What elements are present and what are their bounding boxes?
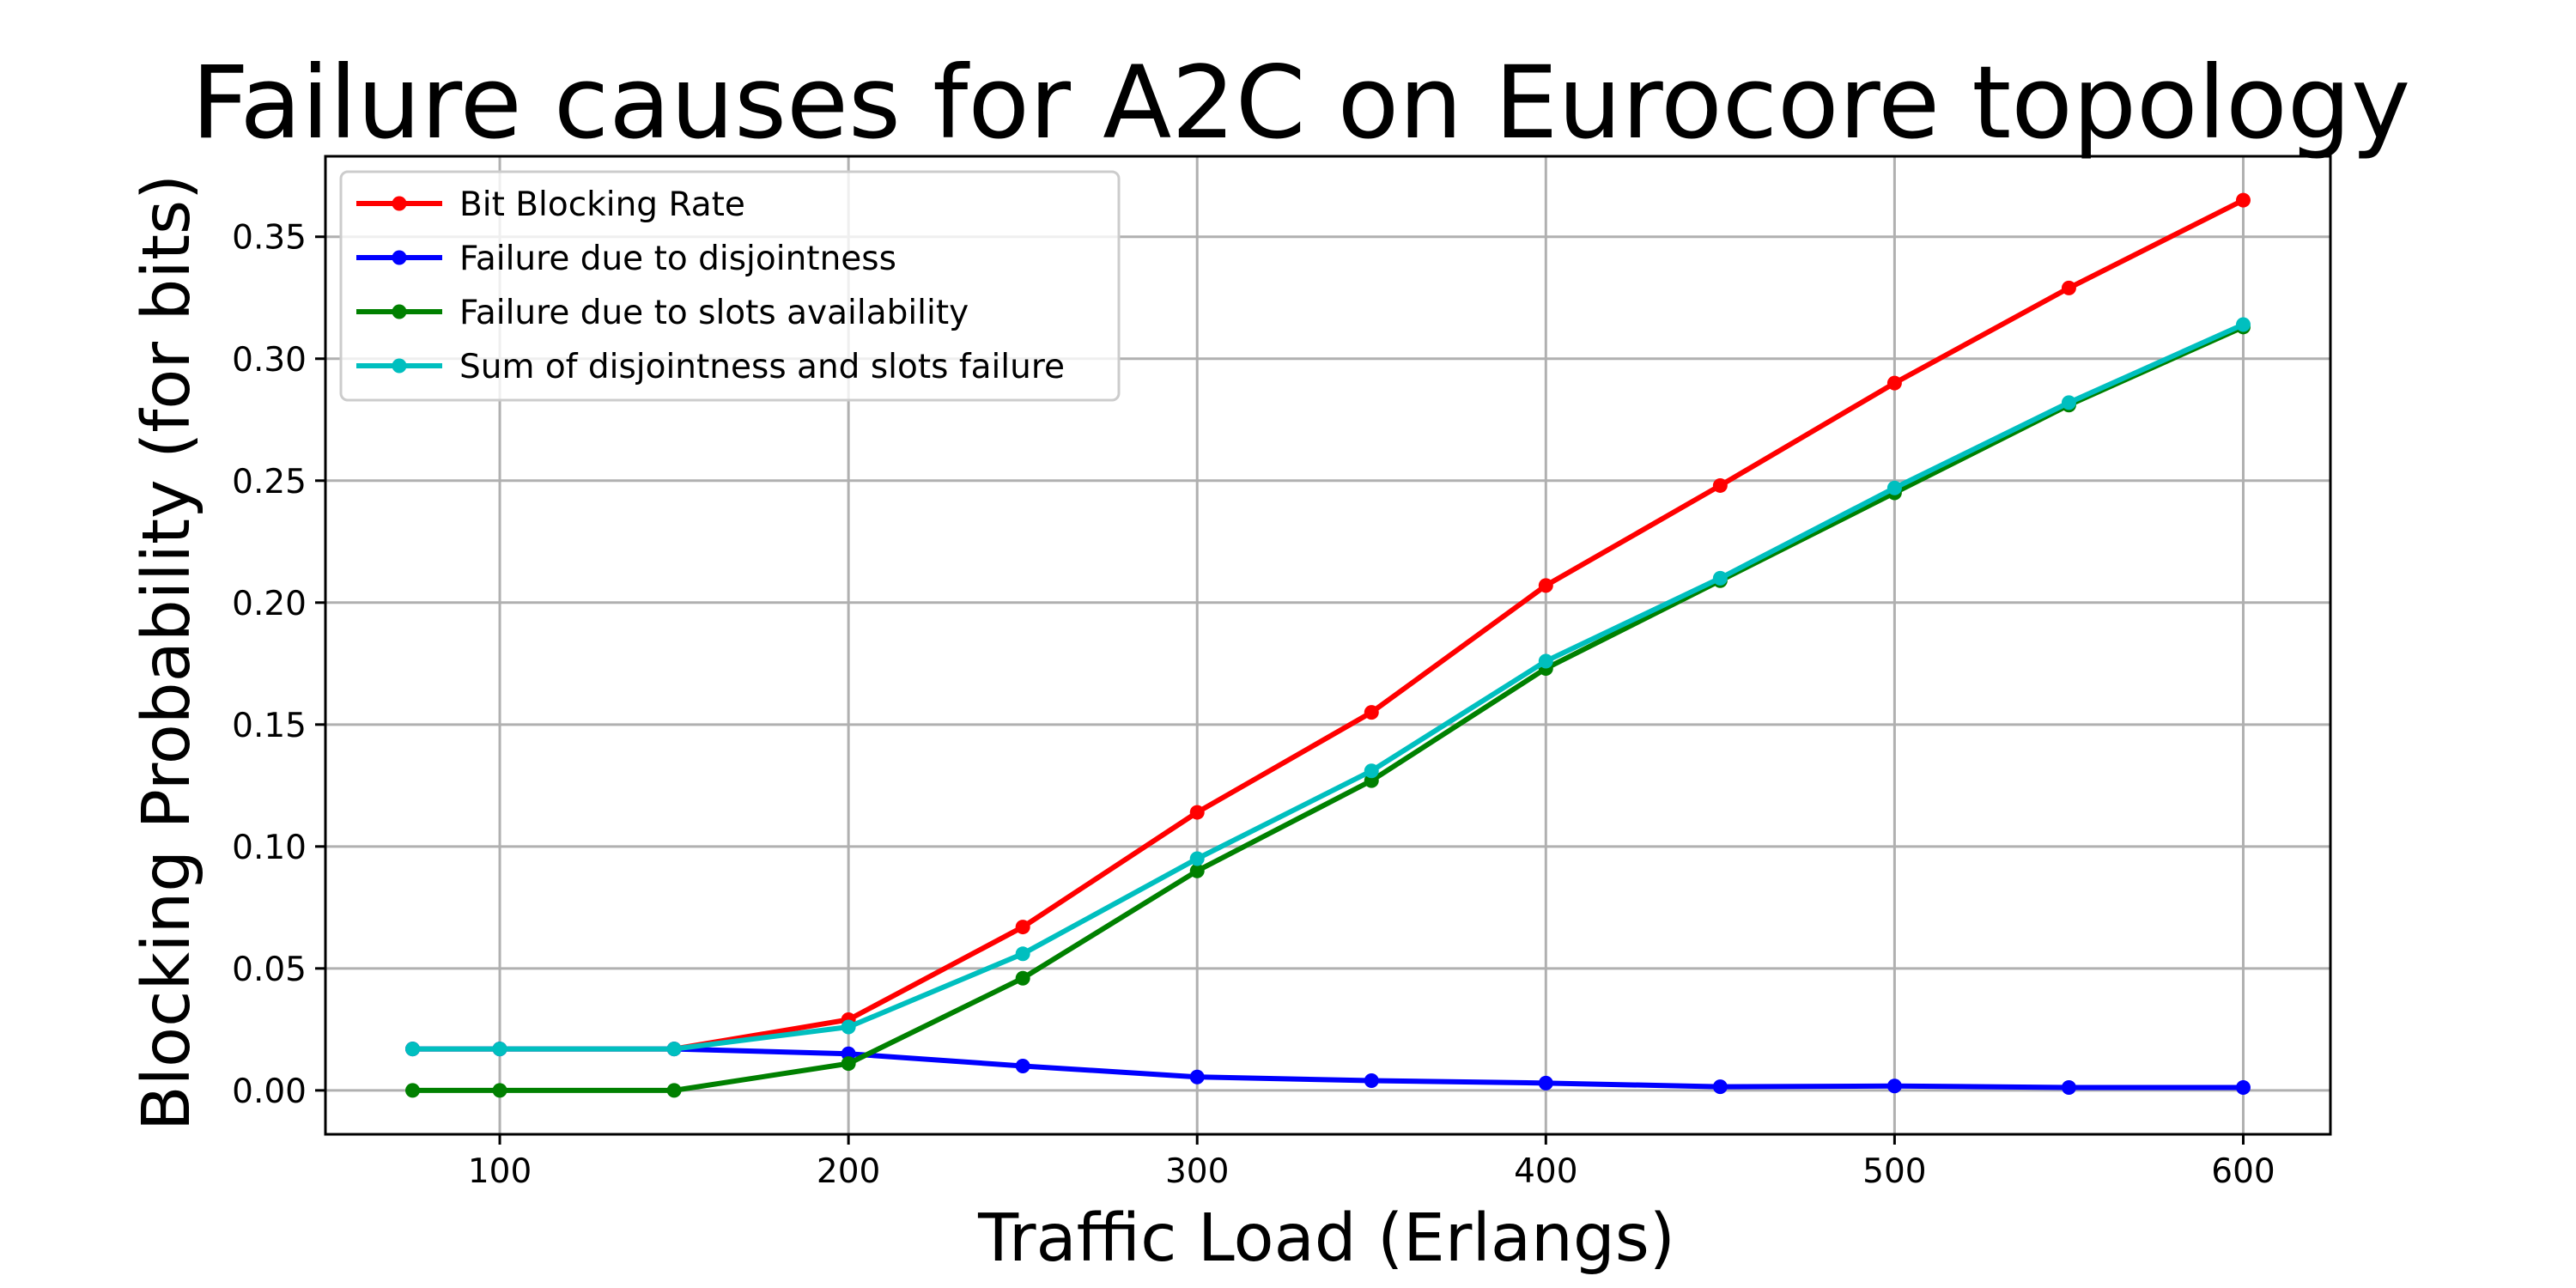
- x-tick-label: 200: [817, 1152, 880, 1191]
- y-tick-label: 0.05: [232, 951, 307, 989]
- data-point: [1712, 1079, 1728, 1095]
- data-point: [1712, 570, 1728, 586]
- data-point: [841, 1056, 856, 1072]
- y-tick-label: 0.00: [232, 1072, 307, 1111]
- data-point: [1189, 851, 1205, 866]
- data-point: [2235, 192, 2251, 208]
- data-point: [405, 1042, 421, 1057]
- data-point: [1364, 763, 1379, 779]
- x-tick-label: 300: [1165, 1152, 1229, 1191]
- data-point: [1538, 653, 1553, 669]
- y-tick-label: 0.10: [232, 829, 307, 867]
- data-point: [1364, 705, 1379, 720]
- data-point: [1538, 1075, 1553, 1091]
- legend-swatch-marker: [392, 250, 407, 265]
- data-point: [1886, 480, 1902, 495]
- data-point: [2061, 395, 2076, 410]
- series-line: [412, 322, 2245, 1052]
- series-line: [412, 325, 2245, 1093]
- x-tick-label: 400: [1514, 1152, 1577, 1191]
- chart-title: Failure causes for A2C on Eurocore topol…: [191, 44, 2410, 161]
- data-point: [1015, 970, 1030, 986]
- y-tick-label: 0.35: [232, 219, 307, 258]
- legend-label: Sum of disjointness and slots failure: [459, 348, 1065, 386]
- y-tick-label: 0.20: [232, 585, 307, 623]
- y-tick-label: 0.25: [232, 463, 307, 501]
- ticks: 100 200 300 400 500 600 0.00 0.05 0.10 0.15 0.20 0.…: [232, 219, 2275, 1191]
- data-point: [1189, 1069, 1205, 1084]
- data-point: [1015, 1058, 1030, 1073]
- legend-label: Failure due to slots availability: [459, 294, 969, 332]
- data-point: [1712, 477, 1728, 493]
- data-point: [1189, 805, 1205, 820]
- x-tick-label: 600: [2211, 1152, 2275, 1191]
- x-tick-label: 100: [468, 1152, 532, 1191]
- data-point: [1886, 375, 1902, 391]
- y-tick-label: 0.30: [232, 341, 307, 380]
- data-point: [1189, 863, 1205, 878]
- legend-swatch-marker: [392, 358, 407, 374]
- x-tick-label: 500: [1862, 1152, 1926, 1191]
- legend-item: Bit Blocking Rate: [356, 185, 745, 224]
- series-layer: [405, 192, 2251, 1098]
- data-point: [2235, 1079, 2251, 1095]
- x-axis-label: Traffic Load (Erlangs): [977, 1200, 1675, 1277]
- data-point: [492, 1042, 507, 1057]
- series-4: [405, 317, 2251, 1057]
- data-point: [2061, 280, 2076, 295]
- legend-label: Failure due to disjointness: [459, 240, 896, 278]
- data-point: [666, 1042, 682, 1057]
- data-point: [841, 1019, 856, 1035]
- data-point: [492, 1083, 507, 1098]
- data-point: [2061, 1079, 2076, 1095]
- legend-item: Failure due to slots availability: [356, 294, 969, 332]
- legend: Bit Blocking Rate Failure due to disjoint…: [339, 170, 1121, 402]
- data-point: [666, 1083, 682, 1098]
- legend-swatch-marker: [392, 304, 407, 319]
- data-point: [1886, 1078, 1902, 1094]
- legend-label: Bit Blocking Rate: [459, 185, 745, 224]
- data-point: [1538, 578, 1553, 593]
- legend-box: [339, 170, 1121, 402]
- plot-frame: [324, 155, 2332, 1136]
- y-axis-label: Blocking Probability (for bits): [129, 174, 205, 1131]
- series-3: [405, 319, 2251, 1098]
- data-point: [1015, 946, 1030, 962]
- y-tick-label: 0.15: [232, 707, 307, 745]
- series-line: [412, 1046, 2244, 1091]
- data-point: [1015, 920, 1030, 935]
- data-point: [2235, 317, 2251, 332]
- legend-item: Sum of disjointness and slots failure: [356, 348, 1065, 386]
- data-point: [405, 1083, 421, 1098]
- legend-item: Failure due to disjointness: [356, 240, 896, 278]
- legend-swatch-marker: [392, 196, 407, 211]
- data-point: [1364, 1073, 1379, 1089]
